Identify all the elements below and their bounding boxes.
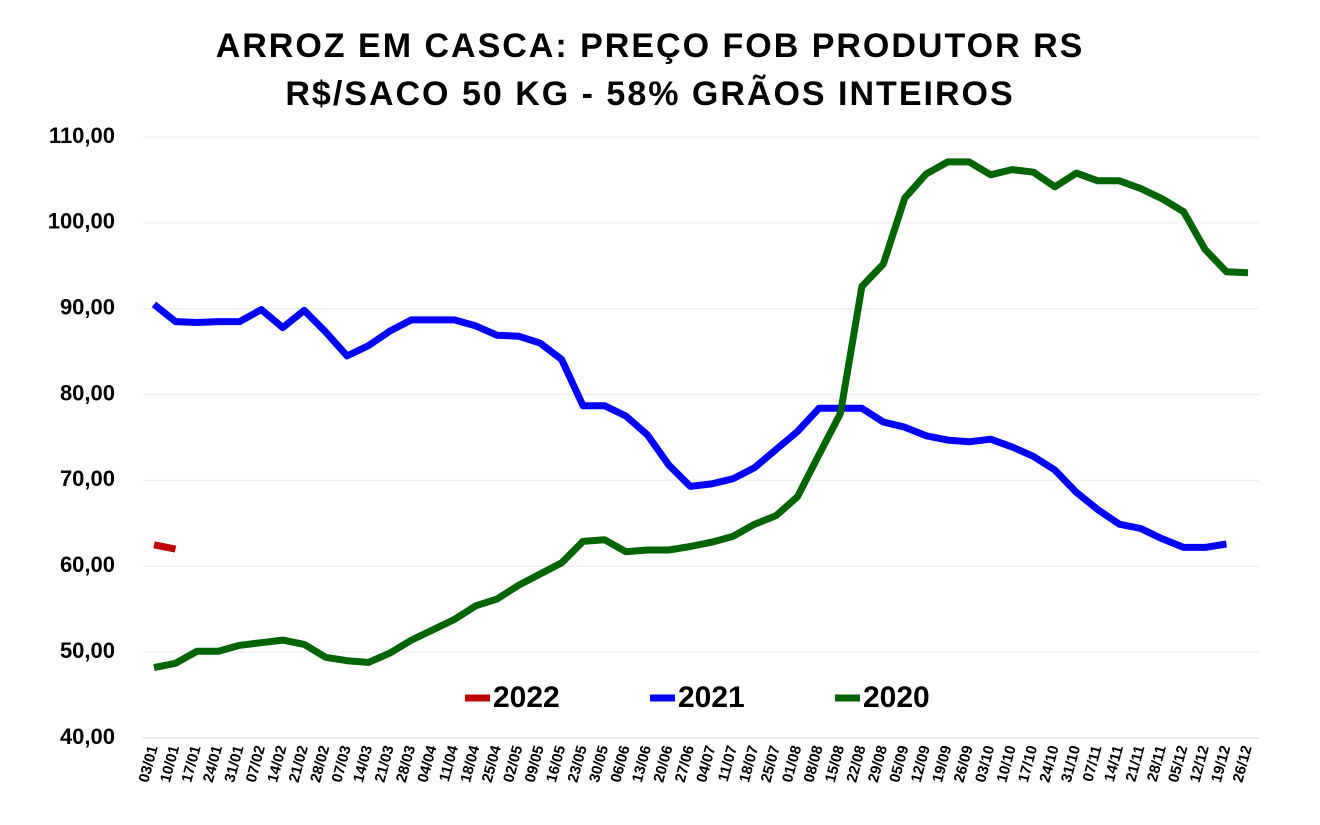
y-tick-label: 110,00 — [49, 123, 115, 148]
series-line — [153, 158, 1249, 672]
series-line — [153, 541, 177, 553]
y-tick-label: 70,00 — [60, 466, 115, 491]
chart-subtitle: R$/SACO 50 KG - 58% GRÃOS INTEIROS — [285, 75, 1014, 113]
y-tick-label: 40,00 — [60, 724, 115, 749]
legend-label: 2022 — [493, 681, 560, 714]
series-line — [151, 301, 1228, 551]
y-tick-label: 100,00 — [48, 209, 115, 234]
legend-label: 2020 — [863, 681, 930, 714]
y-tick-label: 80,00 — [60, 380, 115, 405]
y-tick-label: 90,00 — [60, 295, 115, 320]
chart-title: ARROZ EM CASCA: PREÇO FOB PRODUTOR RS — [216, 27, 1085, 65]
y-tick-label: 50,00 — [60, 638, 115, 663]
y-tick-label: 60,00 — [60, 552, 115, 577]
legend-label: 2021 — [678, 681, 745, 714]
